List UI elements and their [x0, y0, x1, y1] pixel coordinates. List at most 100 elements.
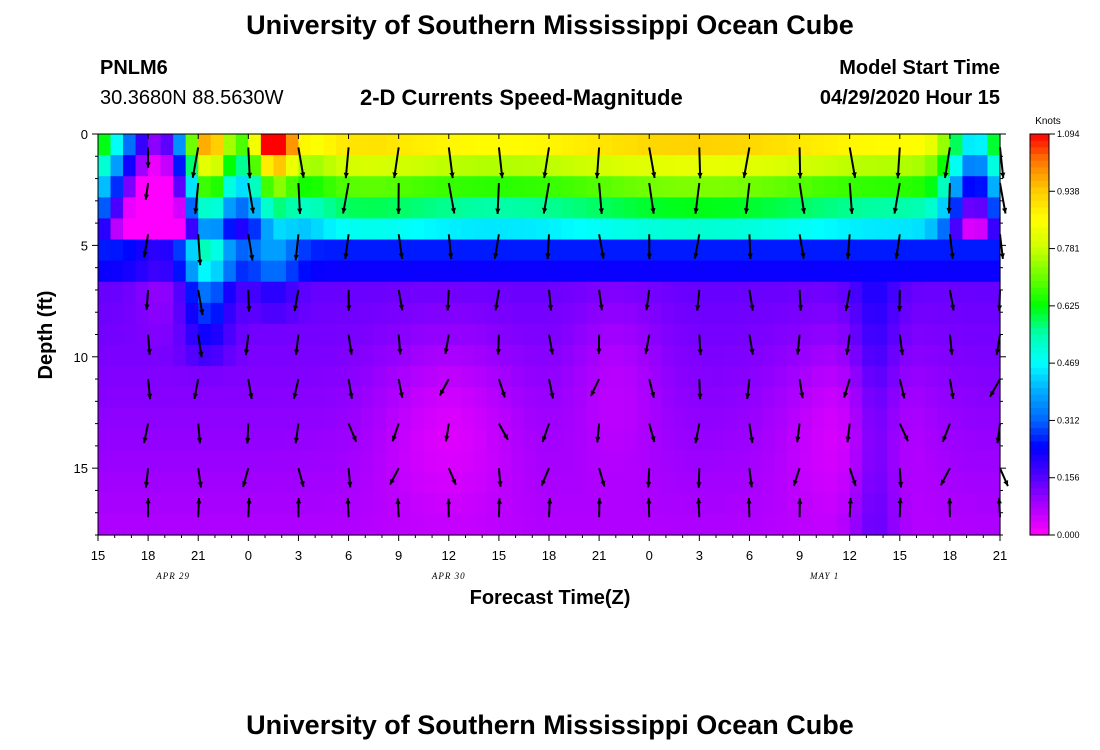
heatmap-cell: [210, 176, 224, 198]
heatmap-cell: [837, 492, 851, 515]
heatmap-cell: [812, 197, 826, 220]
heatmap-cell: [386, 450, 400, 473]
heatmap-cell: [661, 218, 675, 241]
heatmap-cell: [749, 429, 763, 452]
heatmap-cell: [198, 513, 212, 536]
heatmap-cell: [260, 471, 274, 494]
heatmap-cell: [486, 260, 500, 283]
heatmap-cell: [899, 218, 913, 241]
heatmap-cell: [361, 323, 375, 346]
heatmap-cell: [536, 281, 550, 304]
colorbar-swatch: [1030, 514, 1049, 523]
heatmap-cell: [849, 345, 863, 367]
heatmap-cell: [123, 239, 137, 262]
current-vector: [589, 378, 600, 397]
heatmap-cell: [787, 387, 801, 409]
current-vector: [595, 423, 601, 443]
heatmap-cell: [636, 471, 650, 494]
heatmap-cell: [812, 260, 826, 283]
heatmap-cell: [285, 471, 300, 494]
heatmap-cell: [323, 471, 337, 494]
heatmap-cell: [924, 197, 938, 220]
heatmap-cell: [611, 176, 625, 198]
current-vector: [748, 423, 755, 444]
colorbar-swatch: [1030, 434, 1049, 443]
heatmap-cell: [824, 281, 838, 304]
heatmap-cell: [661, 239, 675, 262]
heatmap-cell: [937, 281, 951, 304]
heatmap-cell: [862, 450, 876, 473]
current-vector: [644, 334, 651, 355]
heatmap-cell: [736, 471, 751, 494]
heatmap-cell: [398, 366, 412, 388]
heatmap-cell: [436, 155, 450, 177]
heatmap-cell: [611, 450, 625, 473]
heatmap-cell: [749, 155, 763, 177]
model-start-label: Model Start Time: [839, 57, 1000, 79]
current-vector: [797, 289, 804, 311]
current-vector: [847, 497, 853, 518]
station-id: PNLM6: [100, 57, 168, 79]
heatmap-cell: [285, 429, 300, 452]
colorbar-swatch: [1030, 408, 1049, 416]
heatmap-cell: [624, 323, 638, 346]
current-vector: [548, 334, 555, 355]
current-vector: [746, 498, 752, 518]
heatmap-cell: [285, 302, 300, 325]
heatmap-cell: [248, 345, 262, 367]
heatmap-cell: [574, 387, 588, 409]
current-vector: [596, 498, 602, 518]
heatmap-cell: [711, 260, 725, 283]
heatmap-cell: [649, 345, 663, 367]
heatmap-cell: [235, 155, 249, 177]
heatmap-cell: [699, 492, 713, 515]
heatmap-cell: [473, 260, 487, 283]
heatmap-cell: [498, 450, 513, 473]
heatmap-cell: [824, 408, 838, 431]
heatmap-cell: [98, 366, 112, 388]
heatmap-cell: [674, 492, 688, 515]
heatmap-cell: [298, 366, 312, 388]
heatmap-cell: [761, 429, 776, 452]
heatmap-cell: [173, 323, 187, 346]
heatmap-cell: [473, 366, 487, 388]
heatmap-cell: [185, 492, 199, 515]
heatmap-cell: [235, 450, 249, 473]
heatmap-cell: [386, 260, 400, 283]
heatmap-cell: [849, 450, 863, 473]
heatmap-cell: [210, 345, 224, 367]
heatmap-cell: [674, 408, 688, 431]
current-vector: [748, 334, 755, 355]
heatmap-cell: [574, 450, 588, 473]
heatmap-cell: [198, 429, 212, 452]
heatmap-cell: [148, 323, 162, 346]
heatmap-cell: [310, 218, 325, 241]
heatmap-cell: [273, 471, 287, 494]
heatmap-cell: [511, 366, 525, 388]
heatmap-cell: [160, 323, 174, 346]
current-vector: [596, 334, 602, 355]
heatmap-cell: [586, 366, 600, 388]
heatmap-cell: [461, 260, 475, 283]
heatmap-cell: [962, 134, 976, 156]
heatmap-cell: [799, 218, 813, 241]
heatmap-cell: [110, 429, 124, 452]
heatmap-cell: [711, 218, 725, 241]
heatmap-cell: [473, 492, 487, 515]
heatmap-cell: [285, 218, 300, 241]
heatmap-cell: [160, 155, 174, 177]
heatmap-cell: [724, 134, 738, 156]
heatmap-cell: [348, 197, 362, 220]
current-vector: [395, 182, 402, 215]
heatmap-cell: [812, 450, 826, 473]
heatmap-cell: [912, 408, 926, 431]
heatmap-cell: [310, 134, 325, 156]
heatmap-cell: [812, 155, 826, 177]
heatmap-cell: [473, 345, 487, 367]
heatmap-cell: [899, 513, 913, 536]
heatmap-cell: [561, 345, 575, 367]
heatmap-cell: [874, 366, 888, 388]
heatmap-cell: [223, 134, 237, 156]
heatmap-cell: [724, 302, 738, 325]
